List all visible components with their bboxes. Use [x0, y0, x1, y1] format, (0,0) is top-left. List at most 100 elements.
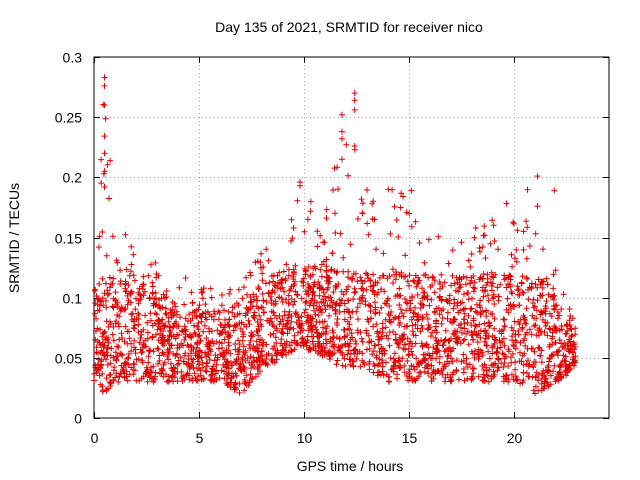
data-point	[176, 360, 182, 367]
data-point	[390, 280, 396, 286]
data-point	[438, 271, 445, 278]
data-point	[387, 319, 394, 326]
data-point	[460, 351, 467, 358]
data-point	[115, 344, 122, 351]
data-point	[346, 326, 353, 333]
data-point	[160, 351, 167, 358]
data-point	[121, 306, 128, 313]
data-point	[532, 383, 539, 390]
data-point	[92, 286, 99, 293]
data-point	[413, 355, 420, 362]
data-point	[212, 352, 219, 359]
data-point	[508, 306, 515, 312]
y-tick-label: 0.15	[55, 231, 82, 247]
data-point	[406, 272, 413, 279]
data-point	[444, 309, 451, 316]
data-point	[480, 367, 487, 373]
data-point	[363, 346, 370, 353]
data-point	[503, 200, 510, 207]
data-point	[98, 298, 105, 305]
data-point	[281, 288, 288, 295]
data-point	[391, 271, 397, 278]
x-tick-label: 15	[402, 430, 418, 446]
data-point	[529, 374, 536, 381]
data-point	[166, 333, 173, 340]
data-point	[169, 299, 176, 306]
data-point	[485, 319, 492, 326]
data-point	[461, 291, 467, 298]
data-point	[367, 315, 374, 322]
data-point	[274, 272, 281, 279]
data-point	[365, 275, 372, 282]
data-point	[481, 361, 488, 368]
data-point	[390, 355, 397, 362]
data-point	[172, 335, 179, 342]
data-point	[461, 310, 468, 317]
data-point	[444, 353, 451, 360]
data-point	[518, 280, 525, 287]
data-point	[230, 327, 237, 334]
data-point	[156, 317, 163, 324]
data-point	[332, 307, 339, 314]
data-point	[344, 318, 351, 325]
data-point	[188, 289, 195, 296]
data-point	[173, 308, 180, 315]
data-point	[273, 315, 280, 322]
data-point	[341, 326, 347, 333]
data-point	[509, 263, 516, 270]
data-point	[225, 333, 232, 340]
data-point	[553, 325, 560, 332]
data-point	[98, 156, 105, 163]
data-point	[341, 334, 348, 341]
data-point	[489, 362, 496, 369]
data-point	[424, 316, 431, 322]
data-point	[457, 300, 464, 307]
data-point	[236, 341, 243, 348]
data-point	[298, 278, 305, 285]
data-point	[352, 338, 359, 345]
data-point	[94, 307, 101, 314]
data-point	[326, 294, 332, 301]
data-point	[95, 244, 102, 251]
data-point	[269, 322, 276, 328]
data-point	[379, 363, 386, 370]
data-point	[194, 339, 201, 346]
data-point	[378, 286, 385, 293]
data-point	[507, 283, 514, 290]
data-point	[293, 319, 300, 326]
data-point	[472, 348, 478, 355]
data-point	[258, 323, 265, 330]
data-point	[270, 330, 277, 337]
data-point	[232, 379, 239, 386]
data-point	[461, 336, 468, 343]
data-point	[106, 372, 113, 379]
data-point	[448, 282, 455, 289]
data-point	[342, 340, 349, 347]
data-point	[333, 301, 340, 308]
data-point	[300, 338, 307, 345]
data-point	[560, 352, 567, 359]
data-point	[336, 302, 343, 309]
data-point	[505, 378, 512, 385]
x-axis-label: GPS time / hours	[297, 458, 404, 474]
data-point	[100, 329, 107, 336]
data-point	[233, 300, 240, 307]
data-point	[174, 342, 181, 349]
data-point	[380, 272, 387, 279]
data-point	[470, 336, 477, 343]
data-point	[148, 261, 154, 268]
data-point	[376, 310, 383, 316]
data-point	[297, 328, 304, 335]
data-point	[455, 376, 462, 383]
data-point	[546, 358, 552, 365]
data-point	[251, 315, 258, 321]
data-point	[172, 352, 179, 359]
data-point	[448, 355, 455, 362]
data-point	[436, 311, 443, 318]
data-point	[140, 373, 147, 380]
data-point	[216, 309, 223, 316]
data-point	[133, 356, 140, 363]
data-point	[274, 347, 281, 354]
data-point	[525, 357, 531, 364]
y-tick-label: 0.1	[63, 291, 83, 307]
